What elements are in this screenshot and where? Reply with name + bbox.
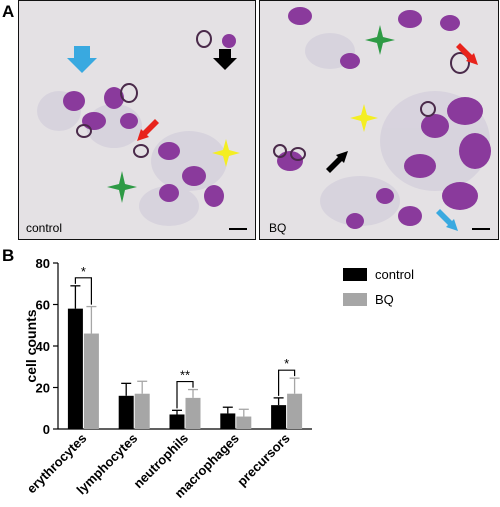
yellow-star-bq [350,104,378,132]
bar-macrophages-control [220,413,236,429]
x-tick-label-precursors: precursors [234,431,293,490]
yellow-star [212,139,240,167]
bq-micrograph-art [273,7,491,231]
legend-label-control: control [375,266,415,282]
y-axis-title: cell counts [23,309,39,382]
green-star-bq [365,25,395,55]
legend-item-bq: BQ [343,291,414,307]
bar-lymphocytes-bq [134,393,150,429]
scale-bar-bq [472,228,490,230]
control-micrograph: control [18,0,256,240]
panel-b-label: B [2,246,15,265]
legend-swatch-bq [343,292,367,306]
significance-bracket-precursors [278,369,296,396]
red-arrow [137,119,159,141]
blue-arrow-bq [436,209,458,231]
bar-precursors-control [271,405,287,429]
chart-legend: control BQ [343,266,414,316]
black-arrow-control [213,49,237,70]
significance-label-erythrocytes: * [81,264,86,279]
panel-a-label: A [2,2,15,21]
significance-bracket-erythrocytes [74,277,92,305]
y-tick-label: 40 [36,339,50,354]
control-image-label: control [26,221,63,235]
y-tick-label: 80 [36,256,50,271]
bar-neutrophils-control [169,414,185,429]
bar-erythrocytes-bq [83,333,99,429]
bq-image-label: BQ [269,221,287,235]
bar-erythrocytes-control [67,308,83,429]
y-tick-label: 60 [36,298,50,313]
black-arrow-bq [326,151,348,173]
y-tick-label: 20 [36,381,50,396]
green-star [107,171,137,203]
significance-bracket-neutrophils [176,380,194,409]
legend-item-control: control [343,266,414,282]
scale-bar-control [229,228,247,230]
significance-label-neutrophils: ** [180,368,190,383]
significance-label-precursors: * [284,356,289,371]
y-tick-label: 0 [43,422,50,437]
bq-micrograph: BQ [259,0,499,240]
bar-macrophages-bq [236,416,252,429]
bar-precursors-bq [287,393,303,429]
bar-lymphocytes-control [118,395,134,429]
control-micrograph-art [37,30,240,226]
bar-neutrophils-bq [185,397,201,429]
blue-arrow [67,46,97,73]
red-arrow-bq [456,43,478,65]
legend-label-bq: BQ [375,291,394,307]
legend-swatch-control [343,267,367,281]
